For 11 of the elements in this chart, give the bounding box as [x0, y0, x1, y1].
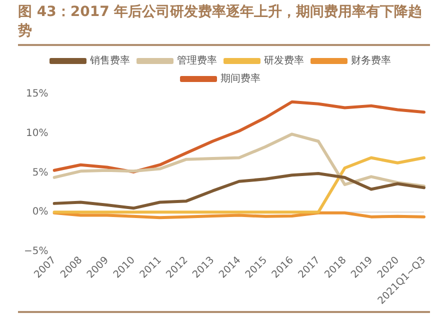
legend-label: 期间费率 [220, 72, 260, 85]
legend-label: 研发费率 [264, 54, 304, 67]
y-tick-label: 10% [26, 128, 48, 139]
chart-title: 图 43：2017 年后公司研发费率逐年上升，期间费用率有下降趋势 [18, 3, 430, 46]
legend-label: 管理费率 [177, 54, 217, 67]
y-tick-label: 0% [32, 206, 48, 218]
y-tick-label: −5% [24, 246, 48, 258]
legend-label: 财务费率 [351, 54, 391, 67]
legend-label: 销售费率 [89, 54, 130, 67]
y-tick-label: 15% [26, 88, 48, 100]
y-tick-label: 5% [32, 167, 48, 178]
